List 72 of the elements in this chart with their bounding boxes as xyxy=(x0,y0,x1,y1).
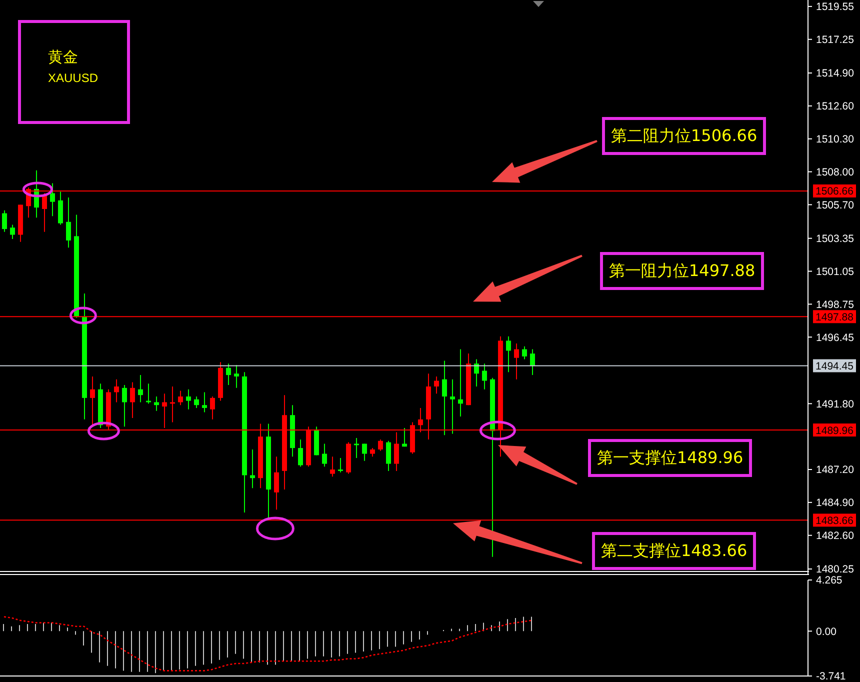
candlestick xyxy=(506,336,511,373)
candlestick xyxy=(298,438,303,468)
text: 黄金 xyxy=(48,48,78,66)
candlestick xyxy=(514,343,519,380)
y-tick-label: 4.265 xyxy=(816,574,842,587)
candlestick xyxy=(322,443,327,468)
y-tick-label: 1487.20 xyxy=(816,464,854,476)
annotation: 第二支撑位1483.66 xyxy=(601,541,748,560)
candlestick xyxy=(402,427,407,448)
annotation: 第一阻力位1497.88 xyxy=(609,260,756,280)
y-tick-label: 1503.35 xyxy=(816,233,854,246)
candlestick xyxy=(458,348,463,418)
candlestick xyxy=(210,396,215,420)
ref-line-label: 1506.66 xyxy=(816,186,854,198)
y-tick-label: 1512.60 xyxy=(816,100,854,113)
candlestick xyxy=(170,386,175,423)
y-tick-label: -3.741 xyxy=(816,670,846,682)
y-tick-label: 1505.70 xyxy=(816,199,854,212)
candlestick xyxy=(50,182,55,217)
candlestick xyxy=(530,348,535,376)
candlestick xyxy=(10,224,15,240)
candlestick xyxy=(338,458,343,473)
candlestick xyxy=(250,448,255,489)
candlestick xyxy=(66,197,71,248)
y-tick-label: 1480.25 xyxy=(816,564,854,576)
candlestick xyxy=(226,363,231,386)
candlestick xyxy=(378,438,383,452)
y-tick-label: 0.00 xyxy=(816,626,837,638)
y-tick-label: 1498.75 xyxy=(816,298,854,311)
candlestick xyxy=(122,384,127,428)
y-tick-label: 1484.90 xyxy=(816,497,854,510)
ref-line-label: 1497.88 xyxy=(816,311,854,324)
candlestick xyxy=(482,363,487,390)
ref-line-label: 1489.96 xyxy=(816,424,854,437)
candlestick xyxy=(362,443,367,462)
candlestick xyxy=(330,456,335,478)
candlestick xyxy=(450,378,455,434)
y-tick-label: 1517.25 xyxy=(816,34,854,46)
candlestick xyxy=(274,456,279,510)
candlestick xyxy=(130,382,135,418)
candlestick xyxy=(138,374,143,403)
candlestick xyxy=(58,191,63,226)
line-series xyxy=(3,616,533,672)
y-tick-label: 1491.80 xyxy=(816,398,854,410)
y-tick-label: 1496.45 xyxy=(816,332,854,344)
ref-line-label: 1494.45 xyxy=(816,360,854,373)
candlestick xyxy=(442,360,447,436)
candlestick xyxy=(354,438,359,459)
candlestick xyxy=(154,396,159,412)
y-tick-label: 1508.00 xyxy=(816,166,854,178)
y-tick-label: 1501.05 xyxy=(816,266,854,278)
candlestick xyxy=(234,364,239,388)
candlestick xyxy=(186,388,191,410)
candlestick xyxy=(178,390,183,406)
annotation: 第一支撑位1489.96 xyxy=(597,448,744,467)
text: XAUUSD xyxy=(48,71,98,85)
y-tick-label: 1510.30 xyxy=(816,134,854,146)
y-tick-label: 1514.90 xyxy=(816,68,854,80)
ref-line-label: 1483.66 xyxy=(816,514,854,527)
y-tick-label: 1482.60 xyxy=(816,530,854,542)
y-tick-label: 1519.55 xyxy=(816,1,854,14)
candlestick xyxy=(2,210,7,232)
candlestick xyxy=(386,440,391,472)
candlestick xyxy=(474,358,479,387)
candlestick xyxy=(114,378,119,403)
candlestick xyxy=(90,376,95,428)
annotation: 第二阻力位1506.66 xyxy=(611,126,758,145)
candlestick xyxy=(202,392,207,413)
candlestick xyxy=(434,376,439,394)
candlestick xyxy=(394,432,399,472)
candlestick xyxy=(194,396,199,408)
candlestick xyxy=(522,346,527,360)
